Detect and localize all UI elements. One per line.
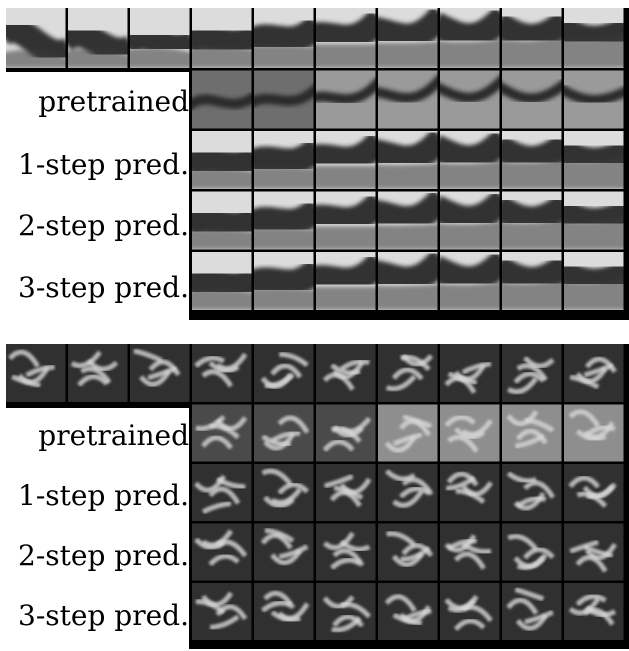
frame-tile: [192, 583, 252, 640]
frame-tile: [254, 131, 314, 189]
frame-tile: [502, 404, 562, 462]
frame-tile: [378, 523, 438, 581]
frame-tile: [254, 191, 314, 250]
frame-tile: [378, 583, 438, 640]
label-area: [6, 72, 189, 320]
frame-tile: [564, 464, 624, 521]
frame-tile: [192, 464, 252, 521]
frame-tile: [564, 404, 624, 462]
row-label-pretrained: pretrained: [38, 419, 189, 452]
row-label-3-step: 3-step pred.: [18, 271, 189, 304]
frame-tile: [130, 344, 190, 402]
frame-tile: [502, 583, 562, 640]
frame-tile: [192, 523, 252, 581]
frame-tile: [564, 523, 624, 581]
frame-tile: [316, 344, 376, 402]
frame-tile: [68, 8, 128, 68]
frame-tile: [440, 131, 500, 189]
frame-tile: [254, 523, 314, 581]
frame-tile: [502, 523, 562, 581]
frame-tile: [564, 131, 624, 189]
frame-tile: [502, 191, 562, 250]
frame-tile: [254, 583, 314, 640]
frame-tile: [378, 191, 438, 250]
frame-tile: [254, 404, 314, 462]
frame-tile: [564, 8, 624, 68]
frame-tile: [378, 464, 438, 521]
frame-tile: [192, 252, 252, 310]
frame-tile: [316, 464, 376, 521]
frame-tile: [440, 252, 500, 310]
frame-tile: [440, 404, 500, 462]
frame-tile: [440, 8, 500, 68]
frame-tile: [6, 344, 66, 402]
frame-tile: [316, 8, 376, 68]
frame-tile: [502, 8, 562, 68]
row-label-3-step: 3-step pred.: [18, 599, 189, 632]
frame-tile: [502, 70, 562, 129]
frame-tile: [502, 252, 562, 310]
frame-tile: [254, 344, 314, 402]
frame-tile: [564, 344, 624, 402]
frame-tile: [440, 583, 500, 640]
frame-grid-top: [6, 8, 624, 310]
row-label-2-step: 2-step pred.: [18, 209, 189, 242]
frame-tile: [440, 191, 500, 250]
panel-top: pretrained 1-step pred. 2-step pred. 3-s…: [6, 8, 629, 320]
frame-tile: [564, 70, 624, 129]
frame-tile: [378, 404, 438, 462]
frame-tile: [316, 70, 376, 129]
row-label-pretrained: pretrained: [38, 85, 189, 118]
panel-bottom: pretrained 1-step pred. 2-step pred. 3-s…: [6, 344, 629, 649]
frame-tile: [502, 464, 562, 521]
frame-tile: [254, 252, 314, 310]
row-label-1-step: 1-step pred.: [18, 148, 189, 181]
frame-tile: [316, 191, 376, 250]
frame-tile: [378, 252, 438, 310]
frame-tile: [564, 252, 624, 310]
frame-tile: [502, 344, 562, 402]
frame-tile: [192, 191, 252, 250]
frame-tile: [316, 523, 376, 581]
frame-tile: [440, 344, 500, 402]
frame-tile: [254, 8, 314, 68]
label-area: [6, 408, 189, 649]
frame-tile: [130, 8, 190, 68]
frame-tile: [316, 404, 376, 462]
frame-tile: [254, 464, 314, 521]
frame-tile: [192, 8, 252, 68]
frame-tile: [316, 131, 376, 189]
frame-tile: [254, 70, 314, 129]
frame-tile: [378, 131, 438, 189]
frame-tile: [564, 191, 624, 250]
frame-tile: [378, 8, 438, 68]
frame-tile: [192, 344, 252, 402]
frame-tile: [440, 464, 500, 521]
frame-tile: [378, 70, 438, 129]
frame-tile: [502, 131, 562, 189]
frame-tile: [440, 523, 500, 581]
frame-tile: [564, 583, 624, 640]
row-label-1-step: 1-step pred.: [18, 479, 189, 512]
frame-tile: [192, 131, 252, 189]
frame-tile: [6, 8, 66, 68]
frame-tile: [378, 344, 438, 402]
frame-tile: [192, 404, 252, 462]
row-label-2-step: 2-step pred.: [18, 539, 189, 572]
frame-tile: [192, 70, 252, 129]
frame-tile: [440, 70, 500, 129]
frame-tile: [316, 252, 376, 310]
frame-tile: [68, 344, 128, 402]
frame-grid-bottom: [6, 344, 624, 640]
frame-tile: [316, 583, 376, 640]
